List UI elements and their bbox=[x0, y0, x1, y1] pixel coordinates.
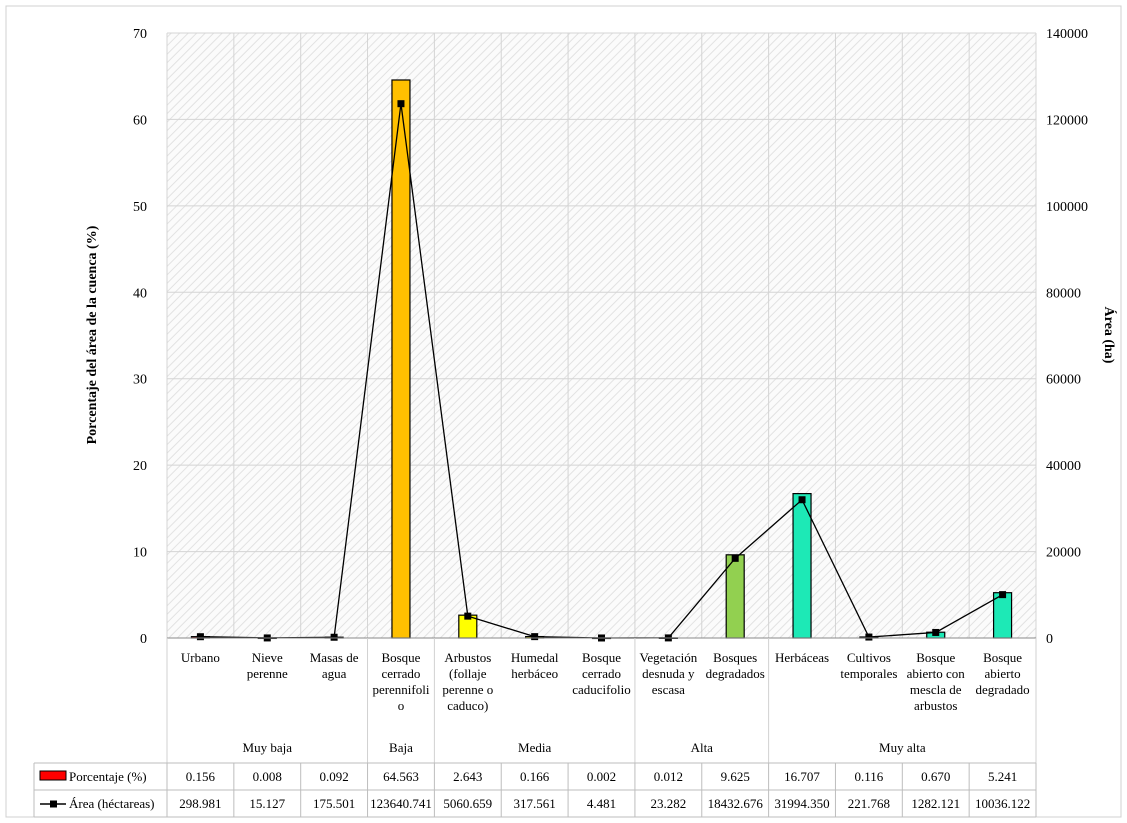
table-cell-area: 1282.121 bbox=[911, 796, 960, 811]
table-cell-percent: 0.670 bbox=[921, 769, 950, 784]
y2-tick-label: 40000 bbox=[1046, 459, 1081, 474]
category-label: Herbáceas bbox=[775, 650, 829, 665]
group-label: Muy baja bbox=[243, 740, 293, 755]
line-point bbox=[330, 633, 338, 641]
table-cell-area: 4.481 bbox=[587, 796, 616, 811]
table-cell-percent: 2.643 bbox=[453, 769, 482, 784]
bars bbox=[190, 79, 1013, 640]
category-label: Bosque abierto degradado bbox=[976, 650, 1030, 697]
legend-bar-label: Porcentaje (%) bbox=[69, 769, 147, 784]
legend-line-label: Área (héctareas) bbox=[69, 796, 155, 811]
group-label: Baja bbox=[389, 740, 413, 755]
group-label: Media bbox=[518, 740, 551, 755]
line-point bbox=[196, 633, 204, 641]
table-cell-area: 18432.676 bbox=[708, 796, 764, 811]
y-tick-label: 40 bbox=[133, 286, 147, 301]
category-label: Nieve perenne bbox=[247, 650, 288, 681]
y-axis-title: Porcentaje del área de la cuenca (%) bbox=[85, 225, 100, 444]
y-tick-label: 10 bbox=[133, 546, 147, 561]
table-cell-area: 10036.122 bbox=[975, 796, 1030, 811]
table-cell-percent: 0.156 bbox=[186, 769, 216, 784]
y2-tick-label: 80000 bbox=[1046, 286, 1081, 301]
table-cell-percent: 0.008 bbox=[253, 769, 282, 784]
bar bbox=[992, 592, 1013, 639]
category-label: Arbustos (follaje perenne o caduco) bbox=[442, 650, 493, 713]
table-cell-percent: 0.116 bbox=[854, 769, 883, 784]
table-cell-area: 123640.741 bbox=[370, 796, 432, 811]
y2-tick-label: 60000 bbox=[1046, 373, 1081, 388]
line-point bbox=[464, 612, 472, 620]
y2-tick-label: 0 bbox=[1046, 632, 1053, 647]
category-label: Humedal herbáceo bbox=[511, 650, 559, 681]
y2-tick-label: 100000 bbox=[1046, 200, 1088, 215]
line-point bbox=[531, 633, 539, 641]
y2-tick-label: 20000 bbox=[1046, 546, 1081, 561]
table-cell-area: 175.501 bbox=[313, 796, 355, 811]
table-cell-percent: 5.241 bbox=[988, 769, 1017, 784]
bar bbox=[391, 79, 411, 639]
line-point bbox=[731, 554, 739, 562]
table-cell-percent: 9.625 bbox=[721, 769, 750, 784]
category-labels: Urbano Nieve perenne Masas de agua Bosque cerr… bbox=[181, 650, 1030, 713]
bar bbox=[725, 554, 745, 639]
line-point bbox=[798, 496, 806, 504]
table-cell-percent: 16.707 bbox=[784, 769, 820, 784]
y2-tick-label: 140000 bbox=[1046, 27, 1088, 42]
table-cell-area: 5060.659 bbox=[443, 796, 492, 811]
bar bbox=[792, 493, 812, 639]
table-cell-percent: 64.563 bbox=[383, 769, 419, 784]
table-cell-percent: 0.012 bbox=[654, 769, 683, 784]
line-point bbox=[932, 628, 940, 636]
table-cell-area: 317.561 bbox=[514, 796, 556, 811]
plot-area bbox=[167, 33, 1036, 638]
y-tick-label: 50 bbox=[133, 200, 147, 215]
y-tick-label: 0 bbox=[140, 632, 147, 647]
table-cell-percent: 0.002 bbox=[587, 769, 616, 784]
axes: 0 10 20 30 40 50 60 70 0 20000 40000 60000 80000 1000… bbox=[133, 27, 1088, 647]
category-label: Bosque cerrado perennifoli o bbox=[372, 650, 429, 713]
category-label: Bosque cerrado caducifolio bbox=[572, 650, 630, 697]
table-cell-area: 221.768 bbox=[848, 796, 890, 811]
line-point bbox=[397, 100, 405, 108]
y-tick-label: 60 bbox=[133, 113, 147, 128]
line-point bbox=[865, 633, 873, 641]
y2-tick-label: 120000 bbox=[1046, 113, 1088, 128]
table-cell-area: 298.981 bbox=[179, 796, 221, 811]
y-tick-label: 20 bbox=[133, 459, 147, 474]
y-tick-label: 30 bbox=[133, 373, 147, 388]
table-cell-percent: 0.166 bbox=[520, 769, 550, 784]
table-cell-area: 23.282 bbox=[650, 796, 686, 811]
legend-bar-swatch bbox=[39, 770, 67, 781]
legend-line-marker bbox=[50, 800, 57, 808]
data-table: Muy baja Baja Media Alta Muy alta Porcentaje … bbox=[33, 638, 1037, 818]
group-label: Alta bbox=[691, 740, 714, 755]
group-label: Muy alta bbox=[879, 740, 926, 755]
category-label: Bosque abierto con mescla de arbustos bbox=[907, 650, 966, 713]
category-label: Masas de agua bbox=[310, 650, 359, 681]
table-cell-area: 15.127 bbox=[249, 796, 285, 811]
category-label: Urbano bbox=[181, 650, 220, 665]
category-label: Vegetación desnuda y escasa bbox=[639, 650, 697, 697]
table-cell-area: 31994.350 bbox=[774, 796, 829, 811]
category-label: Bosques degradados bbox=[706, 650, 765, 681]
line-point bbox=[999, 591, 1007, 599]
category-label: Cultivos temporales bbox=[840, 650, 897, 681]
y2-axis-title: Área (ha) bbox=[1101, 307, 1118, 364]
y-tick-label: 70 bbox=[133, 27, 147, 42]
table-cell-percent: 0.092 bbox=[319, 769, 348, 784]
